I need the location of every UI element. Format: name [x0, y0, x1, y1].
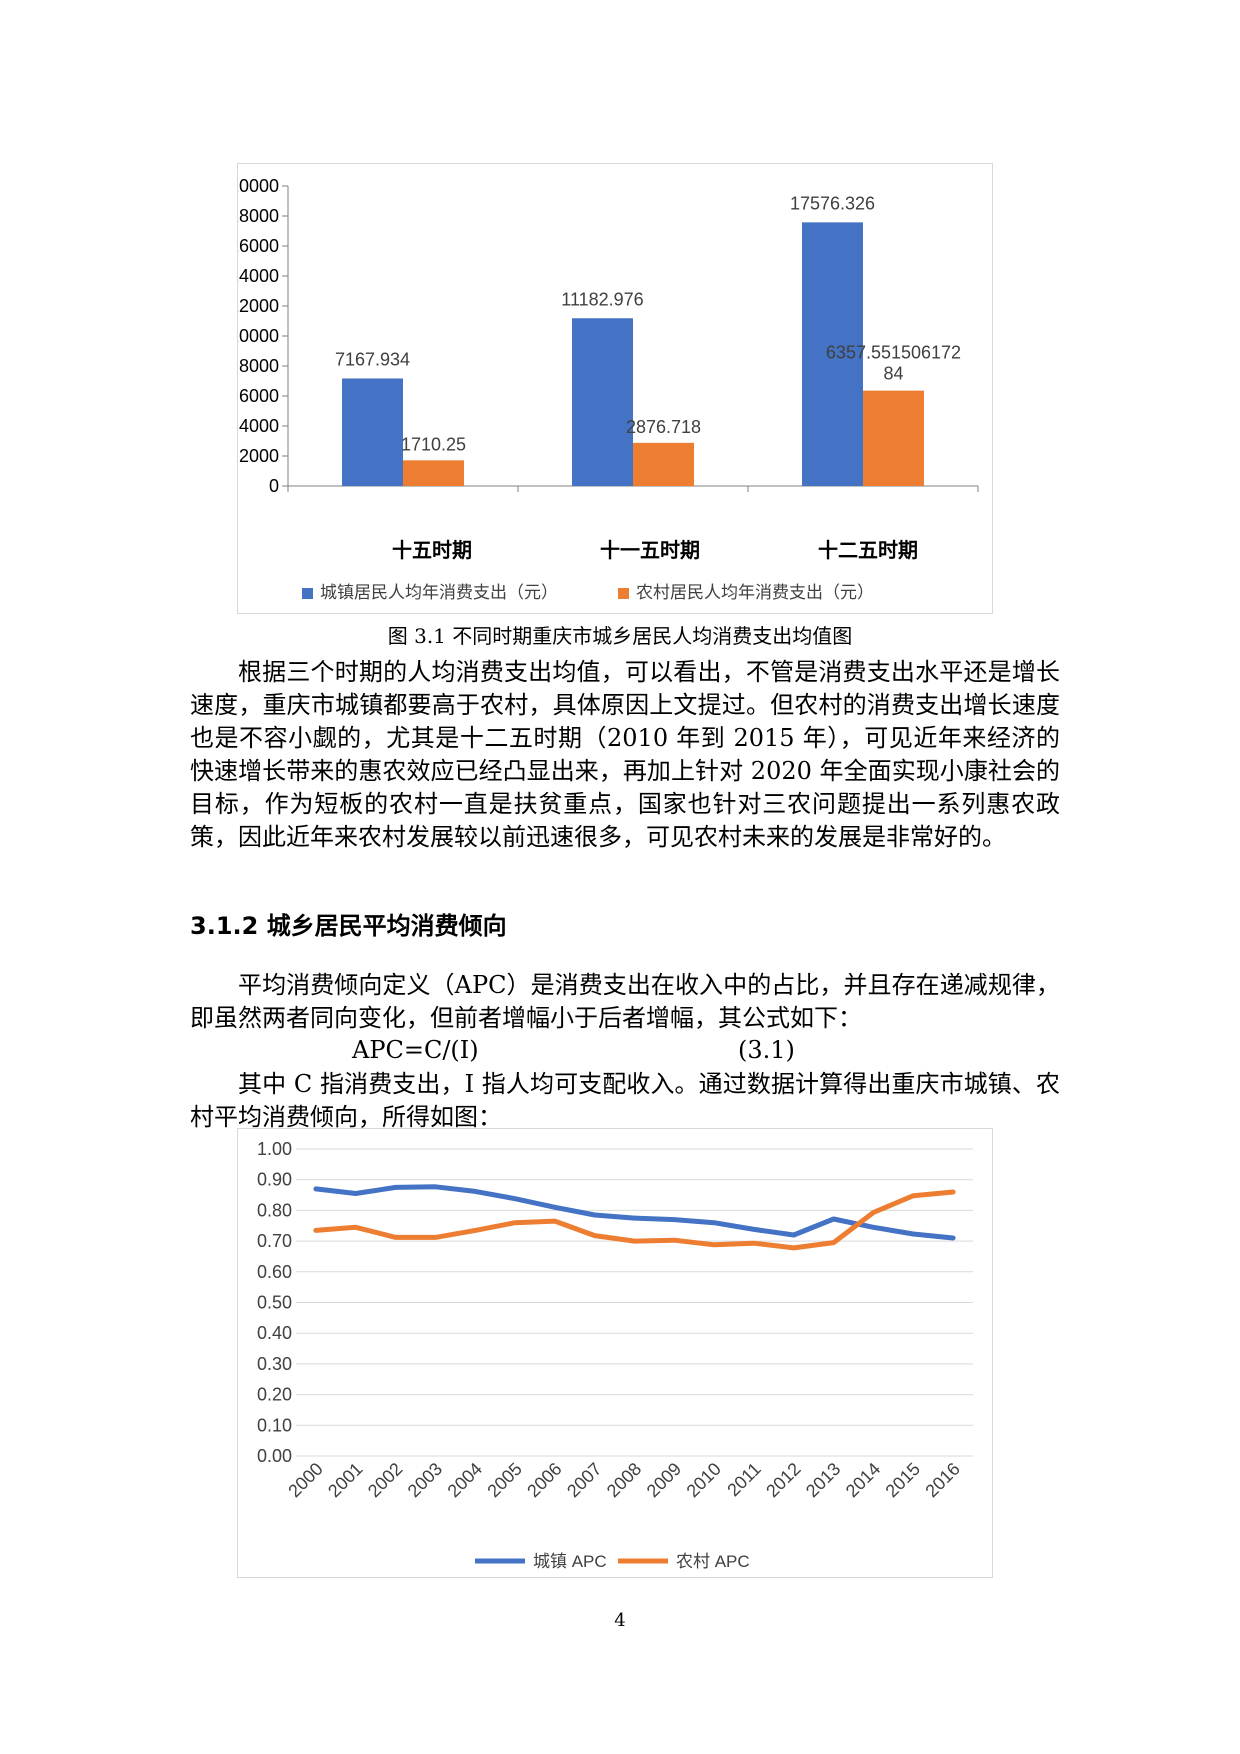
x-tick-label: 十二五时期 — [818, 539, 918, 562]
bar-rural — [403, 460, 464, 486]
series-line-rural — [313, 1189, 956, 1251]
bar-legend: 城镇居民人均年消费支出（元） 农村居民人均年消费支出（元） — [302, 583, 874, 602]
bar-chart: 0 2000 4000 6000 8000 10000 12000 14000 16000 180… — [229, 176, 979, 602]
paragraph-1: 根据三个时期的人均消费支出均值，可以看出，不管是消费支出水平还是增长速度，重庆市… — [190, 658, 1060, 851]
y-tick-label: 10000 — [238, 326, 279, 346]
y-tick-label: 14000 — [238, 266, 279, 286]
y-tick-label: 0.60 — [257, 1262, 292, 1282]
y-tick-label: 6000 — [239, 386, 279, 406]
x-tick-label: 2009 — [643, 1459, 685, 1501]
y-tick-label: 0.30 — [257, 1354, 292, 1374]
paragraph-2: 平均消费倾向定义（APC）是消费支出在收入中的占比，并且存在递减规律，即虽然两者… — [190, 971, 1060, 1032]
x-tick-label: 2005 — [483, 1459, 525, 1501]
bar-chart-frame: 0 2000 4000 6000 8000 10000 12000 14000 16000 180… — [229, 163, 993, 614]
formula-number: (3.1) — [738, 1036, 795, 1064]
legend-label-urban: 城镇 APC — [533, 1552, 607, 1571]
y-tick-label: 0.50 — [257, 1293, 292, 1313]
bar-urban — [572, 318, 633, 486]
y-tick-label: 20000 — [238, 176, 279, 196]
x-tick-label: 2008 — [603, 1459, 645, 1501]
y-tick-label: 18000 — [238, 206, 279, 226]
y-tick-label: 0.10 — [257, 1415, 292, 1435]
y-tick-label: 4000 — [239, 416, 279, 436]
y-tick-label: 1.00 — [257, 1139, 292, 1159]
x-tick-label: 2001 — [324, 1459, 366, 1501]
x-tick-label: 2002 — [364, 1459, 406, 1501]
y-tick-label: 0.80 — [257, 1200, 292, 1220]
x-tick-label: 2003 — [404, 1459, 446, 1501]
x-tick-label: 2013 — [802, 1459, 844, 1501]
x-tick-label: 2014 — [842, 1459, 884, 1501]
bar-urban — [802, 222, 863, 486]
series-line-urban — [313, 1184, 956, 1241]
legend-label-rural: 农村居民人均年消费支出（元） — [636, 583, 874, 602]
data-label-rural: 2876.718 — [626, 417, 701, 437]
x-tick-label: 2016 — [921, 1459, 963, 1501]
y-tick-label: 0 — [269, 476, 279, 496]
figure-caption: 图 3.1 不同时期重庆市城乡居民人均消费支出均值图 — [387, 624, 853, 648]
data-label-rural-wrap: 84 — [883, 364, 903, 384]
y-tick-label: 8000 — [239, 356, 279, 376]
x-tick-label: 2011 — [723, 1459, 765, 1501]
bar-rural — [863, 390, 924, 486]
paragraph-3: 其中 C 指消费支出，I 指人均可支配收入。通过数据计算得出重庆市城镇、农村平均… — [190, 1070, 1060, 1131]
y-tick-label: 0.00 — [257, 1446, 292, 1466]
formula: APC=C/(I) — [352, 1036, 479, 1064]
y-tick-label: 0.70 — [257, 1231, 292, 1251]
legend-swatch-urban — [302, 588, 313, 599]
line-chart-frame: 0.00 0.10 0.20 0.30 0.40 0.50 0.60 0.70 0.80 0.90… — [237, 1128, 993, 1578]
legend-label-urban: 城镇居民人均年消费支出（元） — [320, 583, 558, 602]
x-tick-label: 2015 — [882, 1459, 924, 1501]
line-legend: 城镇 APC 农村 APC — [475, 1552, 750, 1571]
x-tick-label: 2004 — [444, 1459, 486, 1501]
bar-x-labels: 十五时期 十一五时期 十二五时期 — [392, 539, 918, 562]
x-tick-label: 十五时期 — [392, 539, 472, 562]
x-tick-label: 2010 — [683, 1459, 725, 1501]
y-tick-label: 12000 — [238, 296, 279, 316]
y-tick-label: 2000 — [239, 446, 279, 466]
y-tick-label: 0.20 — [257, 1385, 292, 1405]
x-tick-label: 十一五时期 — [600, 539, 700, 562]
x-tick-label: 2007 — [563, 1459, 605, 1501]
data-label-urban: 7167.934 — [335, 349, 410, 369]
data-label-rural: 6357.551506172 — [826, 343, 961, 363]
section-heading: 3.1.2 城乡居民平均消费倾向 — [190, 912, 507, 940]
legend-label-rural: 农村 APC — [676, 1552, 750, 1571]
line-chart: 0.00 0.10 0.20 0.30 0.40 0.50 0.60 0.70 0.80 0.90… — [257, 1139, 973, 1571]
bar-urban — [342, 378, 403, 486]
data-label-urban: 17576.326 — [790, 193, 875, 213]
data-label-urban: 11182.976 — [561, 289, 643, 309]
y-tick-label: 0.40 — [257, 1323, 292, 1343]
legend-swatch-rural — [618, 588, 629, 599]
data-label-rural: 1710.25 — [401, 434, 466, 454]
y-tick-label: 0.90 — [257, 1170, 292, 1190]
bar-rural — [633, 442, 694, 486]
page-number: 4 — [614, 1610, 626, 1631]
x-tick-label: 2006 — [523, 1459, 565, 1501]
y-tick-label: 16000 — [238, 236, 279, 256]
x-tick-label: 2012 — [762, 1459, 804, 1501]
